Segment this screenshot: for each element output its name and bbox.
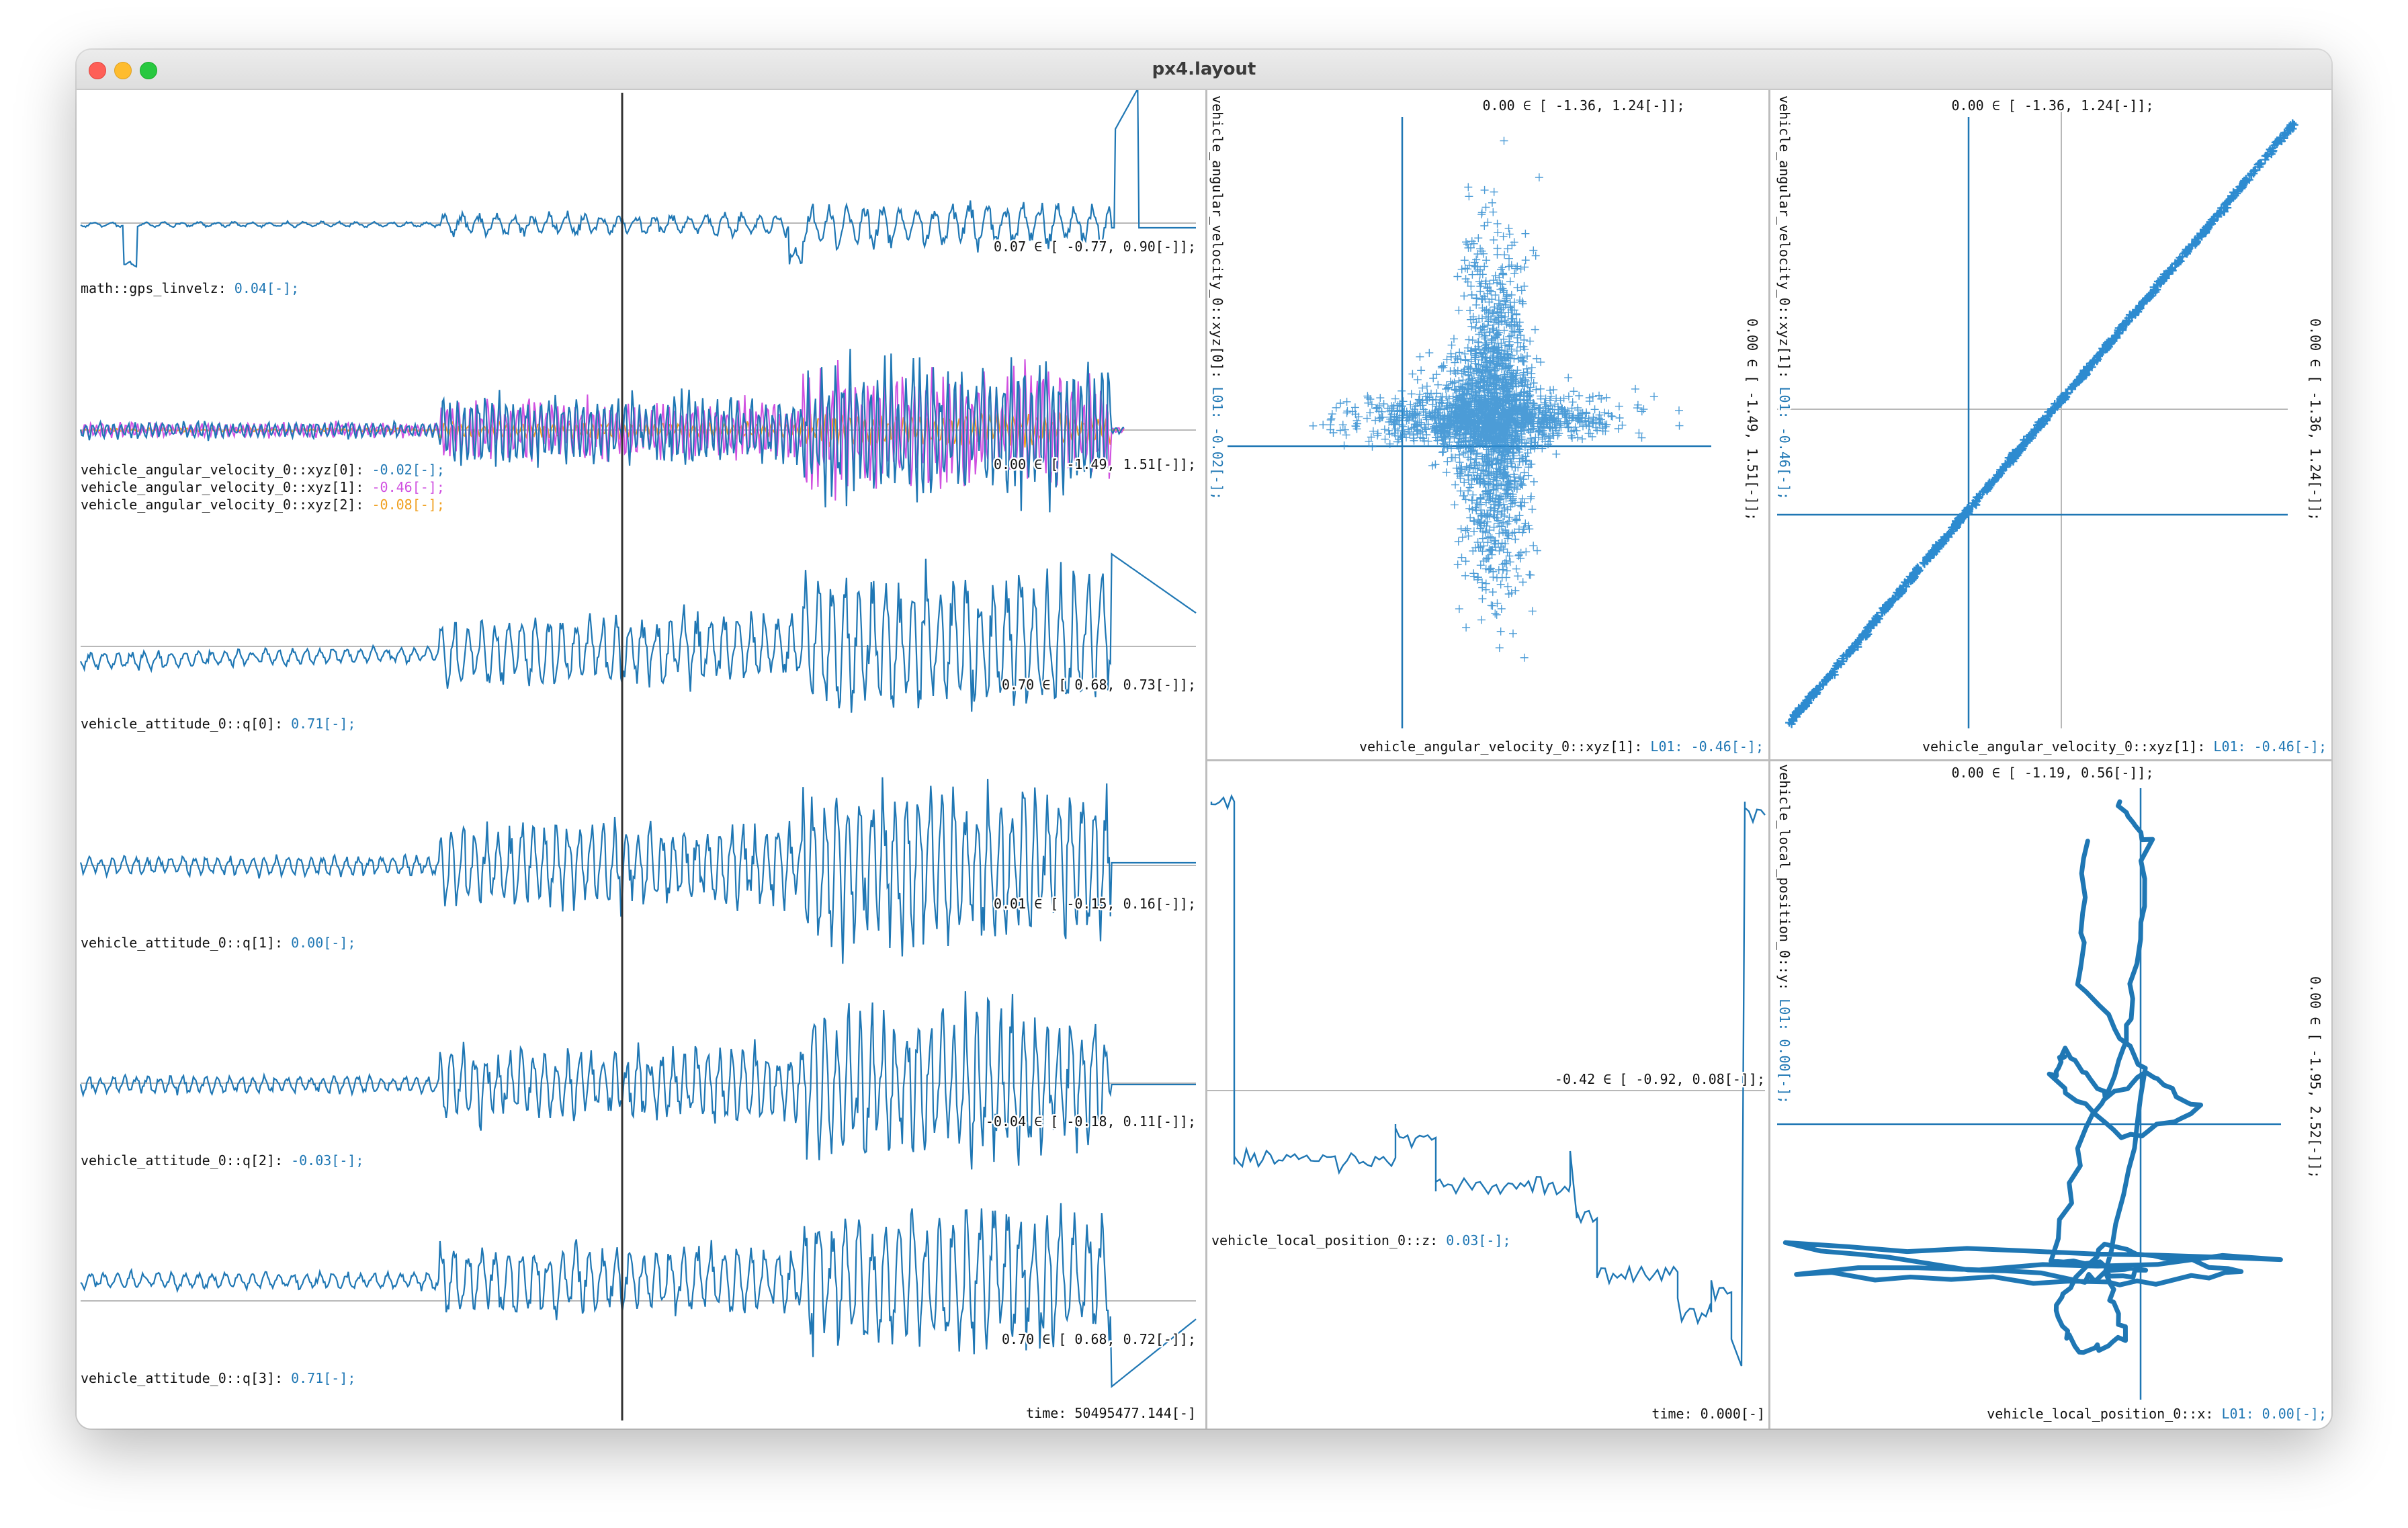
trace-q1	[79, 777, 1196, 964]
trajectory-x-range: 0.00 ∈ [ -1.19, 0.56[-]];	[1951, 765, 2153, 781]
trace-q3	[80, 1203, 1197, 1388]
scatter2-points	[1785, 119, 2298, 728]
row-gps-linvelz-label: math::gps_linvelz: 0.04[-];	[81, 280, 299, 296]
row-q2-label: vehicle_attitude_0::q[2]: -0.03[-];	[81, 1152, 363, 1169]
window-title: px4.layout	[1152, 59, 1256, 79]
scatter2-markers	[1785, 119, 2298, 728]
timeseries-panel[interactable]: math::gps_linvelz: 0.04[-]; 0.07 ∈ [ -0.…	[77, 90, 1205, 1429]
row-angvel-range: 0.00 ∈ [ -1.49, 1.51[-]];	[994, 456, 1196, 472]
app-window: px4.layout math::gps_linvelz: 0.04[-]; 0…	[77, 50, 2331, 1429]
row-q3-label: vehicle_attitude_0::q[3]: 0.71[-];	[81, 1370, 355, 1386]
vertical-separator-left[interactable]	[1205, 90, 1207, 1429]
z-label: vehicle_local_position_0::z: 0.03[-];	[1211, 1232, 1511, 1248]
scatter2-y-label: vehicle_angular_velocity_0::xyz[1]: L01:…	[1776, 95, 1793, 500]
scatter-angvel-y-vs-y[interactable]: 0.00 ∈ [ -1.36, 1.24[-]]; vehicle_angula…	[1770, 90, 2331, 759]
scatter1-y-label: vehicle_angular_velocity_0::xyz[0]: L01:…	[1209, 95, 1226, 500]
scatter1-markers	[1309, 136, 1684, 662]
row-angvel-y-label: vehicle_angular_velocity_0::xyz[1]: -0.4…	[81, 479, 445, 495]
scatter-angvel-x-vs-y[interactable]: 0.00 ∈ [ -1.36, 1.24[-]]; vehicle_angula…	[1207, 90, 1768, 759]
row-gps-linvelz-range: 0.07 ∈ [ -0.77, 0.90[-]];	[994, 239, 1196, 255]
trace-q0	[79, 552, 1197, 713]
trace-gps-linvelz	[80, 90, 1196, 268]
row-angvel-z-label: vehicle_angular_velocity_0::xyz[2]: -0.0…	[81, 497, 445, 513]
z-time-readout: time: 0.000[-]	[1651, 1406, 1765, 1422]
row-q3-range: 0.70 ∈ [ 0.68, 0.72[-]];	[1002, 1331, 1196, 1347]
row-q2-range: -0.04 ∈ [ -0.18, 0.11[-]];	[986, 1113, 1196, 1130]
scatter2-y-range: 0.00 ∈ [ -1.36, 1.24[-]];	[2307, 319, 2323, 521]
trajectory-y-label: vehicle_local_position_0::y: L01: 0.00[-…	[1776, 764, 1793, 1104]
scatter1-y-range: 0.00 ∈ [ -1.49, 1.51[-]];	[1744, 319, 1760, 521]
scatter1-x-range: 0.00 ∈ [ -1.36, 1.24[-]];	[1482, 97, 1684, 114]
row-q1-range: 0.01 ∈ [ -0.15, 0.16[-]];	[994, 896, 1196, 912]
trace-angvel-x	[79, 349, 1125, 513]
trajectory-y-range: 0.00 ∈ [ -1.95, 2.52[-]];	[2307, 976, 2323, 1179]
time-readout: time: 50495477.144[-]	[1026, 1405, 1196, 1421]
close-button[interactable]	[89, 62, 106, 79]
scatter2-x-label: vehicle_angular_velocity_0::xyz[1]: L01:…	[1922, 738, 2327, 755]
local-position-z-panel[interactable]: vehicle_local_position_0::z: 0.03[-]; -0…	[1207, 761, 1768, 1429]
row-q0-label: vehicle_attitude_0::q[0]: 0.71[-];	[81, 716, 355, 732]
title-bar: px4.layout	[77, 50, 2331, 90]
scatter1-points	[1309, 136, 1684, 662]
z-trace	[1210, 794, 1766, 1367]
row-q1-label: vehicle_attitude_0::q[1]: 0.00[-];	[81, 935, 355, 951]
trace-q2	[79, 991, 1196, 1170]
scatter1-x-label: vehicle_angular_velocity_0::xyz[1]: L01:…	[1359, 738, 1764, 755]
trajectory-x-label: vehicle_local_position_0::x: L01: 0.00[-…	[1987, 1406, 2327, 1422]
z-range: -0.42 ∈ [ -0.92, 0.08[-]];	[1555, 1071, 1765, 1087]
zoom-button[interactable]	[140, 62, 157, 79]
trajectory-panel[interactable]: 0.00 ∈ [ -1.19, 0.56[-]]; vehicle_local_…	[1770, 761, 2331, 1429]
timeseries-traces	[79, 90, 1197, 1388]
scatter2-x-range: 0.00 ∈ [ -1.36, 1.24[-]];	[1951, 97, 2153, 114]
trajectory-trace	[1782, 799, 2283, 1355]
minimize-button[interactable]	[114, 62, 132, 79]
row-q0-range: 0.70 ∈ [ 0.68, 0.73[-]];	[1002, 677, 1196, 693]
row-angvel-x-label: vehicle_angular_velocity_0::xyz[0]: -0.0…	[81, 462, 445, 478]
horizontal-separator-middle[interactable]	[1207, 759, 2331, 761]
plot-area: math::gps_linvelz: 0.04[-]; 0.07 ∈ [ -0.…	[77, 90, 2331, 1429]
